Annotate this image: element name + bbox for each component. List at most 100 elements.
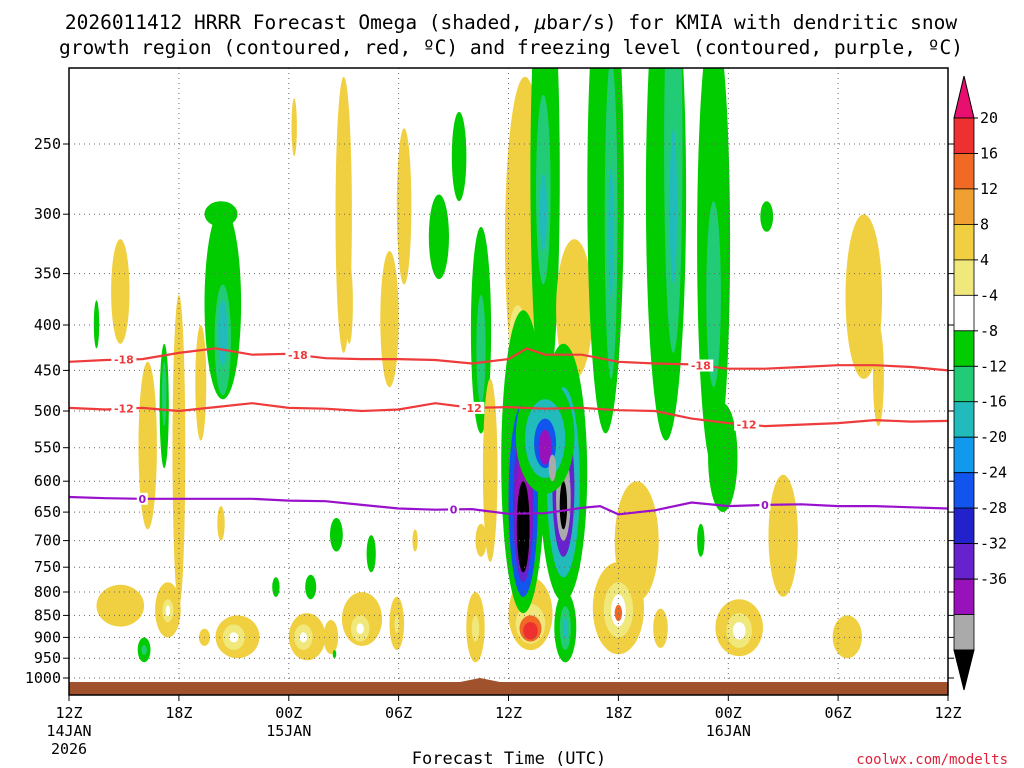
y-tick-label: 700 — [34, 532, 61, 550]
omega-cell — [548, 454, 557, 482]
contour-label: -18 — [288, 349, 308, 362]
x-tick-label: 06Z — [385, 704, 412, 722]
omega-cell — [516, 481, 530, 573]
omega-cell — [451, 111, 467, 202]
omega-cell — [111, 239, 130, 344]
colorbar-swatch — [953, 365, 975, 403]
x-tick-label: 12Z — [495, 704, 522, 722]
colorbar-swatch — [953, 472, 975, 509]
contour-label: 0 — [761, 499, 769, 512]
omega-cell — [93, 300, 100, 349]
omega-cell — [172, 295, 186, 607]
colorbar-swatch — [953, 294, 975, 332]
omega-cell — [332, 650, 337, 659]
y-tick-label: 500 — [34, 402, 61, 420]
omega-cell — [138, 361, 157, 530]
omega-cell — [608, 166, 614, 301]
y-tick-label: 800 — [34, 583, 61, 601]
contour-label: 0 — [450, 503, 458, 516]
omega-cell — [669, 128, 677, 285]
colorbar-label: 12 — [980, 180, 998, 198]
colorbar-label: -24 — [980, 464, 1007, 482]
omega-cell — [832, 615, 862, 659]
omega-cell — [412, 529, 418, 552]
colorbar-label: -8 — [980, 322, 998, 340]
omega-cell — [394, 615, 399, 634]
omega-cell — [559, 481, 568, 530]
x-tick-date: 16JAN — [706, 722, 751, 740]
contour-label-bg — [459, 401, 485, 414]
colorbar-label: -28 — [980, 499, 1007, 517]
contour-line — [69, 402, 948, 428]
y-tick-label: 650 — [34, 503, 61, 521]
omega-cell — [697, 523, 705, 557]
omega-cell — [323, 619, 339, 655]
colorbar-label: 20 — [980, 109, 998, 127]
omega-cell — [768, 474, 798, 597]
colorbar-label: -20 — [980, 428, 1007, 446]
x-tick-label: 18Z — [165, 704, 192, 722]
y-tick-label: 350 — [34, 265, 61, 283]
chart-title-line2: growth region (contoured, red, ºC) and f… — [59, 36, 963, 59]
y-tick-label: 250 — [34, 135, 61, 153]
omega-cell — [218, 300, 228, 367]
colorbar-swatch — [953, 153, 975, 190]
omega-cell — [356, 623, 364, 634]
contour-label: -18 — [114, 354, 134, 367]
omega-cell — [538, 429, 552, 465]
omega-cell — [195, 325, 207, 441]
temperature-contours: -18 -18 -18 -12 -12 -12 0 0 0 — [69, 347, 948, 516]
omega-cell — [330, 517, 343, 552]
x-tick-label: 00Z — [275, 704, 302, 722]
omega-cell — [291, 98, 297, 157]
colorbar-bottom-triangle — [953, 649, 975, 691]
omega-cell — [229, 632, 239, 643]
contour-label-bg — [759, 498, 771, 511]
omega-cell — [162, 361, 167, 427]
omega-cell — [556, 239, 593, 379]
omega-cell — [272, 577, 280, 597]
y-tick-label: 1000 — [25, 669, 61, 687]
omega-cell — [471, 615, 480, 642]
x-tick-label: 12Z — [934, 704, 961, 722]
x-axis-title: Forecast Time (UTC) — [412, 749, 606, 768]
colorbar-label: -4 — [980, 286, 998, 304]
colorbar-swatch — [953, 507, 975, 545]
omega-cell — [366, 535, 376, 573]
contour-label: 0 — [138, 493, 146, 506]
y-tick-label: 300 — [34, 205, 61, 223]
contour-label: -12 — [114, 403, 134, 416]
omega-cell — [476, 295, 486, 404]
colorbar-label: 8 — [980, 215, 989, 233]
surface-terrain — [69, 678, 948, 695]
colorbar-swatch — [953, 543, 975, 580]
colorbar-swatch — [953, 259, 975, 296]
colorbar-label: 4 — [980, 251, 989, 269]
x-tick-label: 00Z — [715, 704, 742, 722]
omega-cell — [141, 645, 147, 655]
colorbar-swatch — [953, 614, 975, 651]
y-tick-label: 550 — [34, 439, 61, 457]
omega-cell — [217, 506, 225, 541]
y-axis: 250 300 350 400 450 500 550 600 650 700 750 800 850 9… — [25, 135, 954, 687]
omega-cell — [428, 194, 449, 280]
contour-label-bg — [448, 503, 460, 516]
y-tick-label: 850 — [34, 606, 61, 624]
x-tick-label: 06Z — [825, 704, 852, 722]
omega-cell — [653, 608, 668, 648]
omega-cell — [760, 201, 774, 232]
omega-cell — [396, 128, 412, 285]
omega-cell — [305, 574, 317, 600]
contour-label-bg — [688, 359, 714, 372]
colorbar-label: -12 — [980, 357, 1007, 375]
colorbar-swatch — [953, 188, 975, 225]
colorbar-label: -32 — [980, 535, 1007, 553]
omega-shading — [93, 68, 884, 663]
contour-label-bg — [285, 348, 311, 361]
omega-cell — [563, 617, 568, 640]
contour-line — [69, 495, 948, 516]
contour-label-bg — [734, 418, 760, 431]
contour-line — [69, 347, 948, 372]
colorbar-swatch — [953, 401, 975, 438]
